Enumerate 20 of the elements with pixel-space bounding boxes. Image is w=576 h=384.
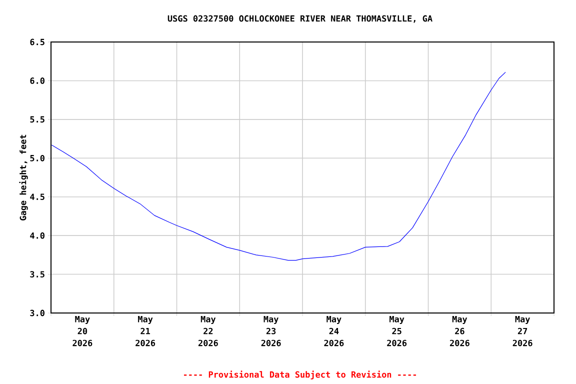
line-series: [51, 72, 506, 261]
chart-title: USGS 02327500 OCHLOCKONEE RIVER NEAR THOMASVILLE, GA: [168, 15, 432, 23]
x-tick-label: May 22 2026: [198, 316, 218, 346]
x-tick-label: May 20 2026: [72, 316, 92, 346]
x-tick-label: May 25 2026: [387, 316, 407, 346]
y-tick-label: 3.0: [30, 310, 44, 316]
y-axis-title: Gage height, feet: [19, 134, 28, 220]
y-tick-label: 3.5: [30, 271, 44, 278]
y-tick-label: 5.0: [30, 154, 44, 162]
x-tick-label: May 26 2026: [450, 316, 470, 346]
x-tick-label: May 24 2026: [324, 316, 344, 346]
y-tick-label: 5.5: [30, 116, 44, 123]
y-tick-label: 6.0: [30, 78, 44, 84]
x-tick-label: May 27 2026: [512, 316, 532, 346]
y-tick-label: 4.5: [30, 194, 44, 200]
y-tick-label: 6.5: [30, 38, 44, 46]
x-tick-label: May 23 2026: [261, 316, 281, 346]
x-tick-label: May 21 2026: [136, 316, 156, 346]
y-tick-label: 4.0: [30, 232, 44, 239]
text: ---- Provisional Data Subject to Revision ----: [184, 370, 416, 380]
